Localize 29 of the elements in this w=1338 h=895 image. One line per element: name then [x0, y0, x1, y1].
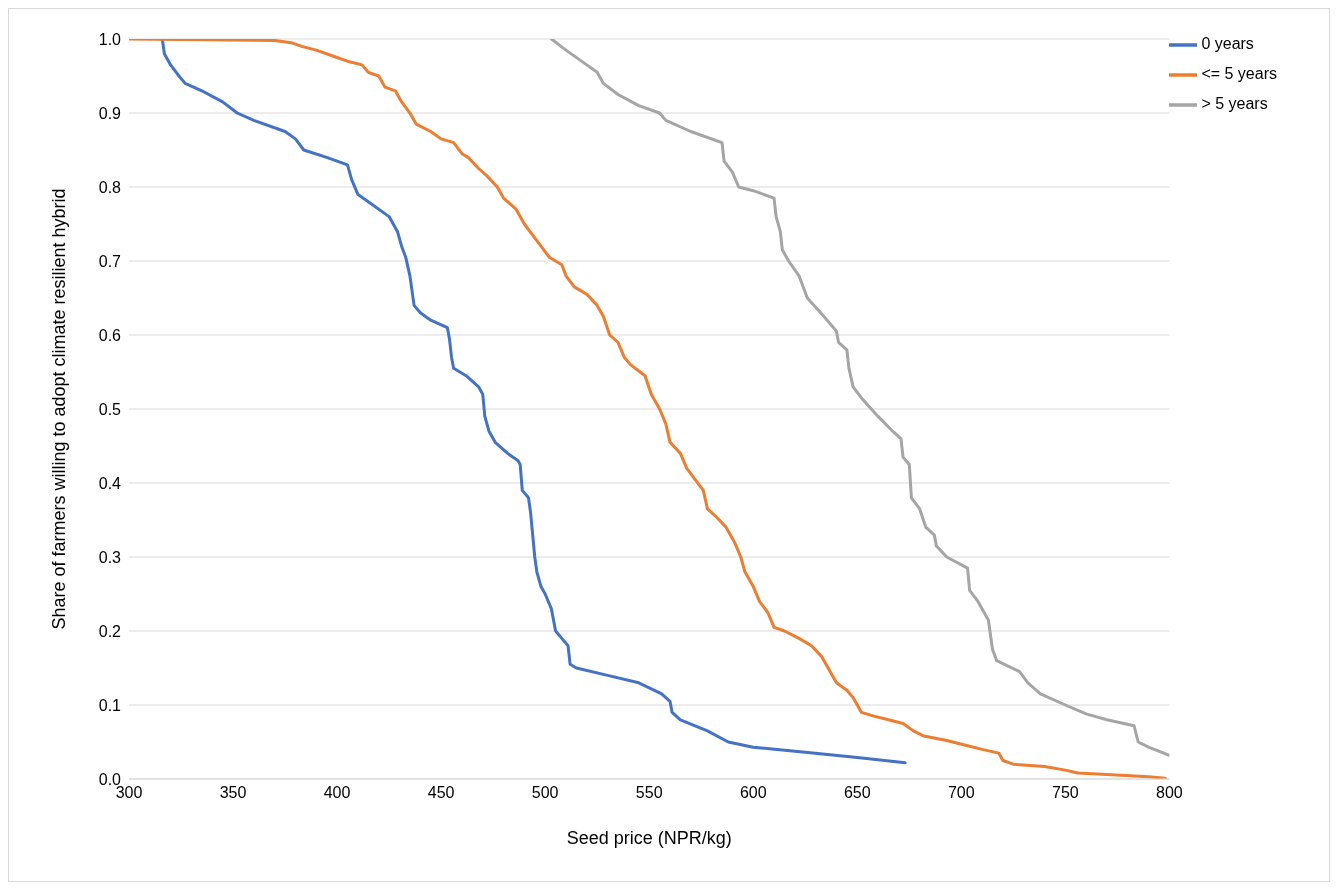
- x-tick-label: 800: [1156, 784, 1183, 802]
- legend-label: 0 years: [1201, 35, 1254, 52]
- x-tick-label: 600: [739, 784, 767, 802]
- x-tick-label: 550: [635, 784, 663, 802]
- x-tick-label: 350: [219, 784, 247, 802]
- y-tick-label: 0.8: [98, 178, 122, 196]
- x-tick-label: 750: [1052, 784, 1079, 802]
- x-tick-label: 300: [115, 784, 143, 802]
- y-tick-label: 0.6: [98, 326, 122, 344]
- y-tick-label: 1.0: [98, 30, 122, 48]
- y-tick-label: 0.3: [98, 548, 122, 566]
- y-tick-label: 0.9: [98, 104, 122, 122]
- line-series: [549, 39, 1170, 757]
- y-tick-label: 0.5: [98, 400, 122, 418]
- y-tick-label: 0.4: [98, 474, 122, 492]
- x-axis-title: Seed price (NPR/kg): [566, 828, 732, 848]
- line-series: [160, 39, 907, 765]
- y-tick-label: 0.1: [98, 696, 122, 714]
- legend-label: > 5 years: [1201, 95, 1268, 112]
- x-tick-label: 650: [843, 784, 871, 802]
- x-tick-label: 700: [947, 784, 975, 802]
- x-tick-label: 450: [427, 784, 455, 802]
- x-tick-label: 400: [323, 784, 351, 802]
- legend-label: <= 5 years: [1201, 65, 1277, 82]
- x-tick-label: 500: [531, 784, 559, 802]
- y-tick-label: 0.2: [98, 622, 122, 640]
- y-axis-title: Share of farmers willing to adopt climate resilient hybrid: [49, 188, 70, 630]
- y-tick-label: 0.7: [98, 252, 122, 270]
- line-series: [129, 39, 1167, 779]
